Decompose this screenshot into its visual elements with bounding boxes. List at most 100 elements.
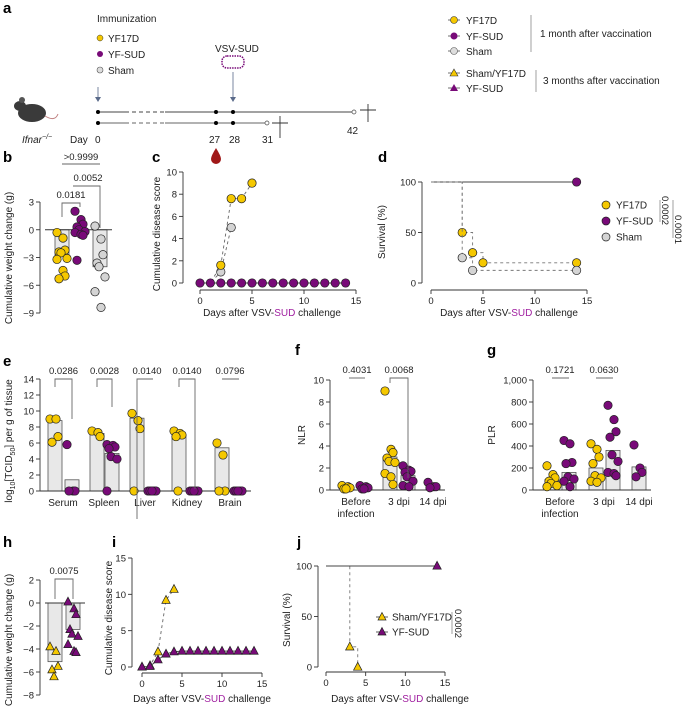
x-axis-label-part: Days after VSV-	[203, 308, 274, 319]
y-tick-label: −8	[23, 691, 34, 702]
data-point	[380, 386, 390, 396]
y-tick-label: 14	[23, 375, 34, 386]
p-value-label: 0.0286	[49, 366, 78, 377]
p-value-label: 0.0068	[384, 365, 413, 376]
category-label-line: 3 dpi	[388, 497, 410, 508]
x-tick-label: 10	[217, 679, 228, 690]
data-point	[47, 664, 57, 674]
data-point	[565, 482, 575, 492]
data-point	[542, 482, 552, 492]
legend-3-months-label: 3 months after vaccination	[543, 76, 660, 87]
y-tick-label: 4	[29, 455, 34, 466]
data-point	[95, 432, 105, 442]
y-tick-label: 2	[172, 256, 177, 267]
strain-superscript: −/−	[42, 134, 52, 141]
data-point	[478, 258, 488, 268]
legend-yf17d-marker	[450, 16, 458, 24]
data-point	[135, 424, 145, 434]
day-42: 42	[347, 126, 359, 137]
x-tick-label: 10	[530, 296, 541, 307]
data-point	[586, 439, 596, 449]
x-tick-label: 15	[440, 678, 451, 689]
y-tick-label: −9	[23, 309, 34, 320]
chart-g: 0 200 400 600 800 1,000 Before infection 3 dpi 14…	[487, 365, 653, 520]
legend-sham: Sham	[466, 47, 492, 58]
category-label-line: Kidney	[172, 498, 203, 509]
p-value-label: >0.9999	[64, 152, 99, 163]
y-tick-label: 0	[522, 486, 527, 497]
category-label-line: Serum	[48, 498, 77, 509]
x-axis-label: Days after VSV-SUD challenge	[440, 308, 578, 319]
data-point	[52, 254, 62, 264]
data-point	[299, 278, 309, 288]
group-yf17d: YF17D	[108, 34, 139, 45]
y-tick-label: 6	[172, 212, 177, 223]
y-tick-label: 6	[29, 439, 34, 450]
y-tick-label: 3	[29, 198, 34, 209]
panel-label-b: b	[3, 149, 12, 166]
data-point	[601, 216, 611, 226]
category-label-line: 3 dpi	[593, 497, 615, 508]
data-point	[62, 440, 72, 450]
p-value-label: 0.0796	[215, 366, 244, 377]
data-point	[386, 472, 396, 482]
challenge-label: VSV-SUD	[215, 44, 259, 55]
x-tick-label: 0	[428, 296, 433, 307]
mouse-strain-label: Ifnar−/−	[22, 134, 52, 146]
p-value-label: 0.0002	[659, 196, 670, 225]
x-axis-label: Days after VSV-SUD challenge	[203, 308, 341, 319]
y-tick-label: 0	[29, 225, 34, 236]
y-tick-label: 0	[172, 279, 177, 290]
x-axis-label-part: challenge	[225, 694, 271, 705]
day-0: 0	[95, 135, 101, 146]
data-point	[605, 432, 615, 442]
data-point	[341, 278, 351, 288]
x-tick-label: 10	[400, 678, 411, 689]
virus-icon	[221, 55, 245, 69]
data-point	[47, 437, 57, 447]
legend-sham-marker	[450, 47, 458, 55]
chart-c: 0 2 4 6 8 10 0 5 10 15 Cumulative disease score Day…	[152, 168, 361, 320]
data-point	[51, 645, 61, 655]
y-tick-label: 2	[29, 471, 34, 482]
legend-label: Sham	[616, 233, 642, 244]
data-point	[341, 484, 351, 494]
data-point	[78, 230, 88, 240]
x-tick-label: 0	[323, 678, 328, 689]
panel-label-e: e	[3, 353, 11, 370]
data-point	[56, 248, 66, 258]
y-axis-label: log10[TCID50] per g of tissue	[4, 379, 17, 503]
y-tick-label: 0	[121, 663, 126, 674]
category-label-line: 14 dpi	[419, 497, 446, 508]
legend-3-months: Sham/YF17D YF-SUD 3 months after vaccina…	[448, 68, 660, 95]
chart-b: 3 0 −3 −6 −9 Cumulative weight change (g) >0.9…	[4, 152, 112, 324]
y-axis-label-part: ] per g of tissue	[4, 379, 15, 448]
day-28: 28	[229, 135, 241, 146]
data-point	[147, 486, 157, 496]
y-tick-label: 1,000	[503, 376, 527, 387]
data-point	[169, 583, 179, 593]
data-point	[594, 452, 604, 462]
category-label: 14 dpi	[419, 497, 446, 508]
category-label: 3 dpi	[388, 497, 410, 508]
y-tick-label: 8	[319, 398, 324, 409]
y-tick-label: 4	[172, 234, 177, 245]
data-point	[53, 432, 63, 442]
chart-e: 0 2 4 6 8 10 12 14 Serum Spleen Liver Kidney Brain lo…	[4, 366, 251, 519]
data-point	[133, 416, 143, 426]
legend-sham-yf17d: Sham/YF17D	[466, 69, 526, 80]
data-point	[247, 278, 257, 288]
y-tick-label: 600	[511, 420, 527, 431]
bar	[47, 420, 63, 492]
data-point	[552, 481, 562, 491]
data-point	[52, 227, 62, 238]
data-point	[216, 278, 226, 288]
data-point	[468, 265, 478, 275]
data-point	[64, 486, 74, 496]
y-tick-label: 400	[511, 442, 527, 453]
p-value-label: 0.1721	[545, 365, 574, 376]
y-tick-label: 0	[29, 599, 34, 610]
